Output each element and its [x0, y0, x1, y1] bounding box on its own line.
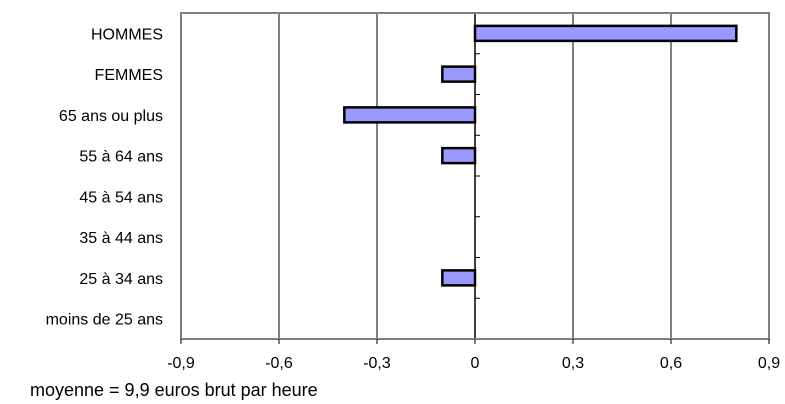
category-label: 55 à 64 ans	[79, 149, 163, 166]
bar	[441, 65, 477, 83]
x-tick-label: -0,3	[363, 355, 391, 372]
chart-footnote: moyenne = 9,9 euros brut par heure	[30, 380, 318, 400]
category-label: moins de 25 ans	[46, 312, 163, 329]
x-tick-label: -0,6	[265, 355, 293, 372]
category-label: 65 ans ou plus	[59, 108, 163, 125]
bar	[473, 24, 738, 43]
bar	[441, 269, 477, 287]
category-label: 45 à 54 ans	[79, 189, 163, 206]
category-label: FEMMES	[95, 67, 163, 84]
x-tick-label: 0,9	[758, 355, 780, 372]
category-label: 25 à 34 ans	[79, 271, 163, 288]
x-tick-label: 0	[471, 355, 480, 372]
x-tick-label: -0,9	[167, 355, 195, 372]
category-label: HOMMES	[91, 26, 163, 43]
bar	[441, 146, 477, 165]
x-tick-label: 0,6	[660, 355, 682, 372]
x-tick-label: 0,3	[562, 355, 584, 372]
category-label: 35 à 44 ans	[79, 230, 163, 247]
bar	[343, 106, 477, 124]
